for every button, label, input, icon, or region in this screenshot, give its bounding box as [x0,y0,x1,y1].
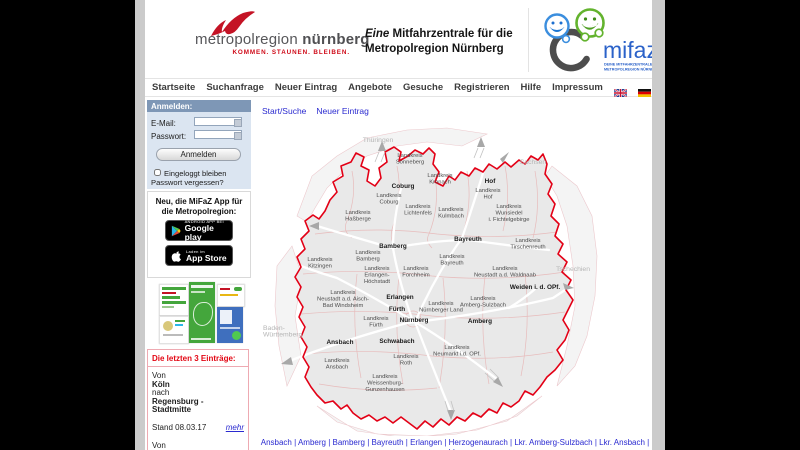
flag-german-icon[interactable] [637,84,651,97]
svg-text:Bamberg: Bamberg [379,243,407,250]
login-title: Anmelden: [147,100,251,112]
link-start-suche[interactable]: Start/Suche [262,106,307,116]
svg-text:Baden-Württemberg: Baden-Württemberg [263,325,303,338]
latest-entries-title: Die letzten 3 Einträge: [148,350,248,367]
region-link[interactable]: Amberg [297,438,326,447]
nav-item-suchanfrage[interactable]: Suchanfrage [206,82,264,93]
link-neuer-eintrag[interactable]: Neuer Eintrag [316,106,369,116]
svg-text:Coburg: Coburg [392,183,415,190]
play-triangle-icon [171,225,181,236]
quick-links: Start/Suche Neuer Eintrag [262,106,369,116]
email-label: E-Mail: [151,119,176,128]
nav-item-neuer-eintrag[interactable]: Neuer Eintrag [274,82,338,93]
metropolregion-swoosh-icon [209,10,257,45]
region-link[interactable]: Lkr. [449,448,462,450]
region-link[interactable]: Bayreuth [371,438,404,447]
browser-viewport: metropolregion nürnberg KOMMEN. STAUNEN.… [135,0,665,450]
app-store-badge[interactable]: Laden im App Store [165,245,233,266]
svg-text:Hof: Hof [485,178,497,185]
nav-links: Startseite Suchanfrage Neuer Eintrag Angebo… [152,82,603,93]
nav-item-registrieren[interactable]: Registrieren [454,82,510,93]
svg-text:Bayreuth: Bayreuth [454,236,482,243]
mifaz-sub1: DEINE MITFAHRZENTRALE IN DER [604,63,652,67]
region-link[interactable]: Lkr. Amberg-Sulzbach [514,438,593,447]
svg-text:Fürth: Fürth [389,306,405,313]
svg-text:Tschechien: Tschechien [556,266,590,273]
region-link[interactable]: Bamberg [332,438,365,447]
region-link[interactable]: Herzogenaurach [448,438,508,447]
app-promo-panel: Neu, die MiFaZ App für die Metropolregio… [147,191,251,278]
site-claim: Eine Mitfahrzentrale für die Metropolreg… [365,28,513,55]
svg-text:Weiden i. d. OPf.: Weiden i. d. OPf. [510,284,561,291]
brand-tagline: KOMMEN. STAUNEN. BLEIBEN. [232,49,350,56]
svg-text:Schwabach: Schwabach [379,338,414,345]
svg-text:Nürnberg: Nürnberg [400,317,429,324]
nav-item-gesuche[interactable]: Gesuche [402,82,444,93]
login-button[interactable]: Anmelden [156,148,241,161]
autofill-icon[interactable] [234,119,242,127]
forgot-password-link[interactable]: Passwort vergessen? [151,178,224,187]
region-links: Ansbach | Amberg | Bamberg | Bayreuth | … [259,438,651,450]
google-play-badge[interactable]: ANDROID APP BEI Google play [165,219,233,242]
nav-item-impressum[interactable]: Impressum [552,82,603,93]
region-link[interactable]: Lkr. Ansbach [599,438,645,447]
flag-english-icon[interactable] [613,84,628,98]
latest-entries-box: Die letzten 3 Einträge: Von Köln nach Regen… [147,349,249,450]
mifaz-sub2: METROPOLREGION NÜRNBERG [604,67,652,72]
stay-logged-in-checkbox[interactable] [154,169,161,176]
latest-entries: Von Köln nach Regensburg - Stadtmitte Stand … [152,371,244,450]
svg-text:Amberg: Amberg [468,318,492,325]
svg-text:Sachsen: Sachsen [520,159,547,166]
svg-text:mifaz: mifaz [603,37,652,63]
page: metropolregion nürnberg KOMMEN. STAUNEN.… [145,0,652,450]
svg-text:Erlangen: Erlangen [386,294,413,301]
autofill-icon[interactable] [234,132,242,140]
login-panel: E-Mail: Passwort: Anmelden Eingeloggt bl… [147,112,251,189]
nav-item-hilfe[interactable]: Hilfe [520,82,542,93]
mifaz-logo: mifaz DEINE MITFAHRZENTRALE IN DER METRO… [533,6,652,79]
region-link[interactable]: Ansbach [260,438,292,447]
apple-icon [171,251,181,262]
mehr-link[interactable]: mehr [225,422,244,432]
password-label: Passwort: [151,132,187,141]
stay-logged-in-label: Eingeloggt bleiben [164,169,227,178]
brand-logo-text: metropolregion nürnberg [195,31,370,48]
app-promo-text: Neu, die MiFaZ App für die Metropolregio… [155,197,243,216]
map-arrows [281,137,574,420]
nav-item-startseite[interactable]: Startseite [152,82,196,93]
header-divider [528,8,529,72]
nav-item-angebote[interactable]: Angebote [348,82,392,93]
region-link[interactable]: Erlangen [410,438,443,447]
main-nav: Startseite Suchanfrage Neuer Eintrag Angebo… [145,78,652,98]
brochure-images[interactable] [147,282,251,346]
svg-text:Ansbach: Ansbach [327,339,354,346]
svg-text:Thüringen: Thüringen [363,137,394,144]
region-links-row1: Ansbach | Amberg | Bamberg | Bayreuth | … [259,438,651,450]
